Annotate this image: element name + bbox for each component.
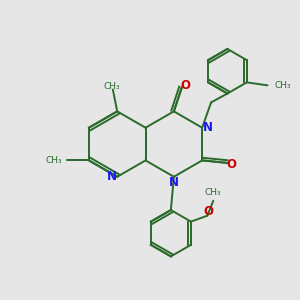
Text: N: N xyxy=(107,170,117,183)
Text: CH₃: CH₃ xyxy=(205,188,222,197)
Text: O: O xyxy=(226,158,236,171)
Text: N: N xyxy=(169,176,179,189)
Text: CH₃: CH₃ xyxy=(103,82,120,91)
Text: N: N xyxy=(202,121,212,134)
Text: CH₃: CH₃ xyxy=(274,81,291,90)
Text: O: O xyxy=(180,79,190,92)
Text: CH₃: CH₃ xyxy=(46,156,62,165)
Text: O: O xyxy=(204,205,214,218)
